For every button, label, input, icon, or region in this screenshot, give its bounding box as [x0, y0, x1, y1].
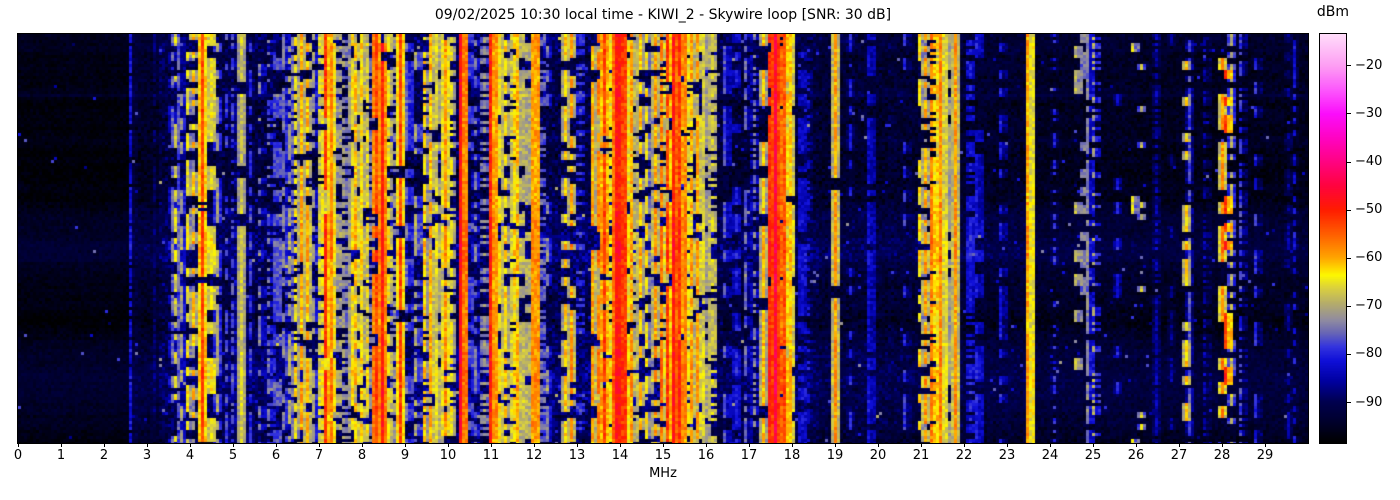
x-tick-label: 8: [357, 448, 367, 463]
x-tick-mark: [190, 443, 191, 447]
colorbar-tick-mark: [1346, 209, 1351, 211]
x-tick-label: 7: [314, 448, 324, 463]
colorbar-tick-label: −70: [1355, 298, 1383, 314]
colorbar-tick-mark: [1346, 353, 1351, 355]
x-tick-label: 18: [783, 448, 801, 463]
x-tick-label: 11: [482, 448, 500, 463]
x-tick-mark: [448, 443, 449, 447]
x-tick-label: 2: [99, 448, 109, 463]
x-tick-mark: [1179, 443, 1180, 447]
x-tick-mark: [276, 443, 277, 447]
chart-title: 09/02/2025 10:30 local time - KIWI_2 - S…: [434, 7, 892, 23]
x-tick-label: 13: [568, 448, 586, 463]
spectrogram-plot-area: [17, 33, 1309, 444]
x-tick-mark: [319, 443, 320, 447]
x-tick-label: 4: [185, 448, 195, 463]
x-tick-label: 6: [271, 448, 281, 463]
x-tick-mark: [147, 443, 148, 447]
x-tick-mark: [620, 443, 621, 447]
x-tick-label: 25: [1084, 448, 1102, 463]
colorbar-tick-label: −90: [1355, 394, 1383, 410]
x-tick-label: 28: [1213, 448, 1231, 463]
x-tick-mark: [1007, 443, 1008, 447]
x-tick-mark: [1136, 443, 1137, 447]
spectrogram-heatmap: [18, 34, 1308, 443]
x-tick-label: 5: [228, 448, 238, 463]
colorbar-tick-mark: [1346, 113, 1351, 115]
x-tick-mark: [706, 443, 707, 447]
colorbar-tick-mark: [1346, 305, 1351, 307]
x-tick-mark: [964, 443, 965, 447]
x-tick-label: 10: [439, 448, 457, 463]
colorbar-tick-label: −30: [1355, 105, 1383, 121]
x-tick-mark: [663, 443, 664, 447]
x-tick-mark: [1093, 443, 1094, 447]
colorbar-tick-mark: [1346, 257, 1351, 259]
x-tick-label: 24: [1041, 448, 1059, 463]
x-tick-label: 15: [654, 448, 672, 463]
x-tick-mark: [405, 443, 406, 447]
x-tick-mark: [18, 443, 19, 447]
colorbar-unit-label: dBm: [1316, 4, 1350, 20]
x-tick-label: 16: [697, 448, 715, 463]
x-tick-label: 26: [1127, 448, 1145, 463]
x-tick-label: 9: [400, 448, 410, 463]
x-tick-label: 1: [56, 448, 66, 463]
x-tick-label: 27: [1170, 448, 1188, 463]
x-tick-mark: [61, 443, 62, 447]
colorbar-tick-mark: [1346, 161, 1351, 163]
x-tick-mark: [534, 443, 535, 447]
x-tick-mark: [1265, 443, 1266, 447]
x-tick-mark: [749, 443, 750, 447]
colorbar-tick-label: −50: [1355, 202, 1383, 218]
x-tick-mark: [104, 443, 105, 447]
x-tick-mark: [878, 443, 879, 447]
x-tick-mark: [577, 443, 578, 447]
x-tick-label: 19: [826, 448, 844, 463]
x-tick-label: 17: [740, 448, 758, 463]
colorbar-tick-mark: [1346, 65, 1351, 67]
x-tick-label: 22: [955, 448, 973, 463]
x-tick-label: 14: [611, 448, 629, 463]
x-tick-mark: [233, 443, 234, 447]
colorbar: [1319, 33, 1347, 444]
x-tick-label: 12: [525, 448, 543, 463]
x-tick-mark: [491, 443, 492, 447]
x-tick-mark: [921, 443, 922, 447]
colorbar-tick-label: −40: [1355, 154, 1383, 169]
x-axis-label: MHz: [649, 466, 677, 481]
x-tick-mark: [362, 443, 363, 447]
colorbar-gradient: [1320, 34, 1346, 443]
x-tick-label: 0: [13, 448, 23, 463]
x-tick-label: 20: [869, 448, 887, 463]
colorbar-tick-label: −20: [1355, 57, 1383, 73]
colorbar-tick-mark: [1346, 402, 1351, 404]
x-tick-label: 21: [912, 448, 930, 463]
colorbar-tick-label: −60: [1355, 250, 1383, 266]
x-tick-label: 23: [998, 448, 1016, 463]
x-tick-mark: [1222, 443, 1223, 447]
colorbar-tick-label: −80: [1355, 346, 1383, 362]
x-tick-mark: [792, 443, 793, 447]
x-tick-label: 3: [142, 448, 152, 463]
x-tick-label: 29: [1256, 448, 1274, 463]
x-tick-mark: [1050, 443, 1051, 447]
x-tick-mark: [835, 443, 836, 447]
